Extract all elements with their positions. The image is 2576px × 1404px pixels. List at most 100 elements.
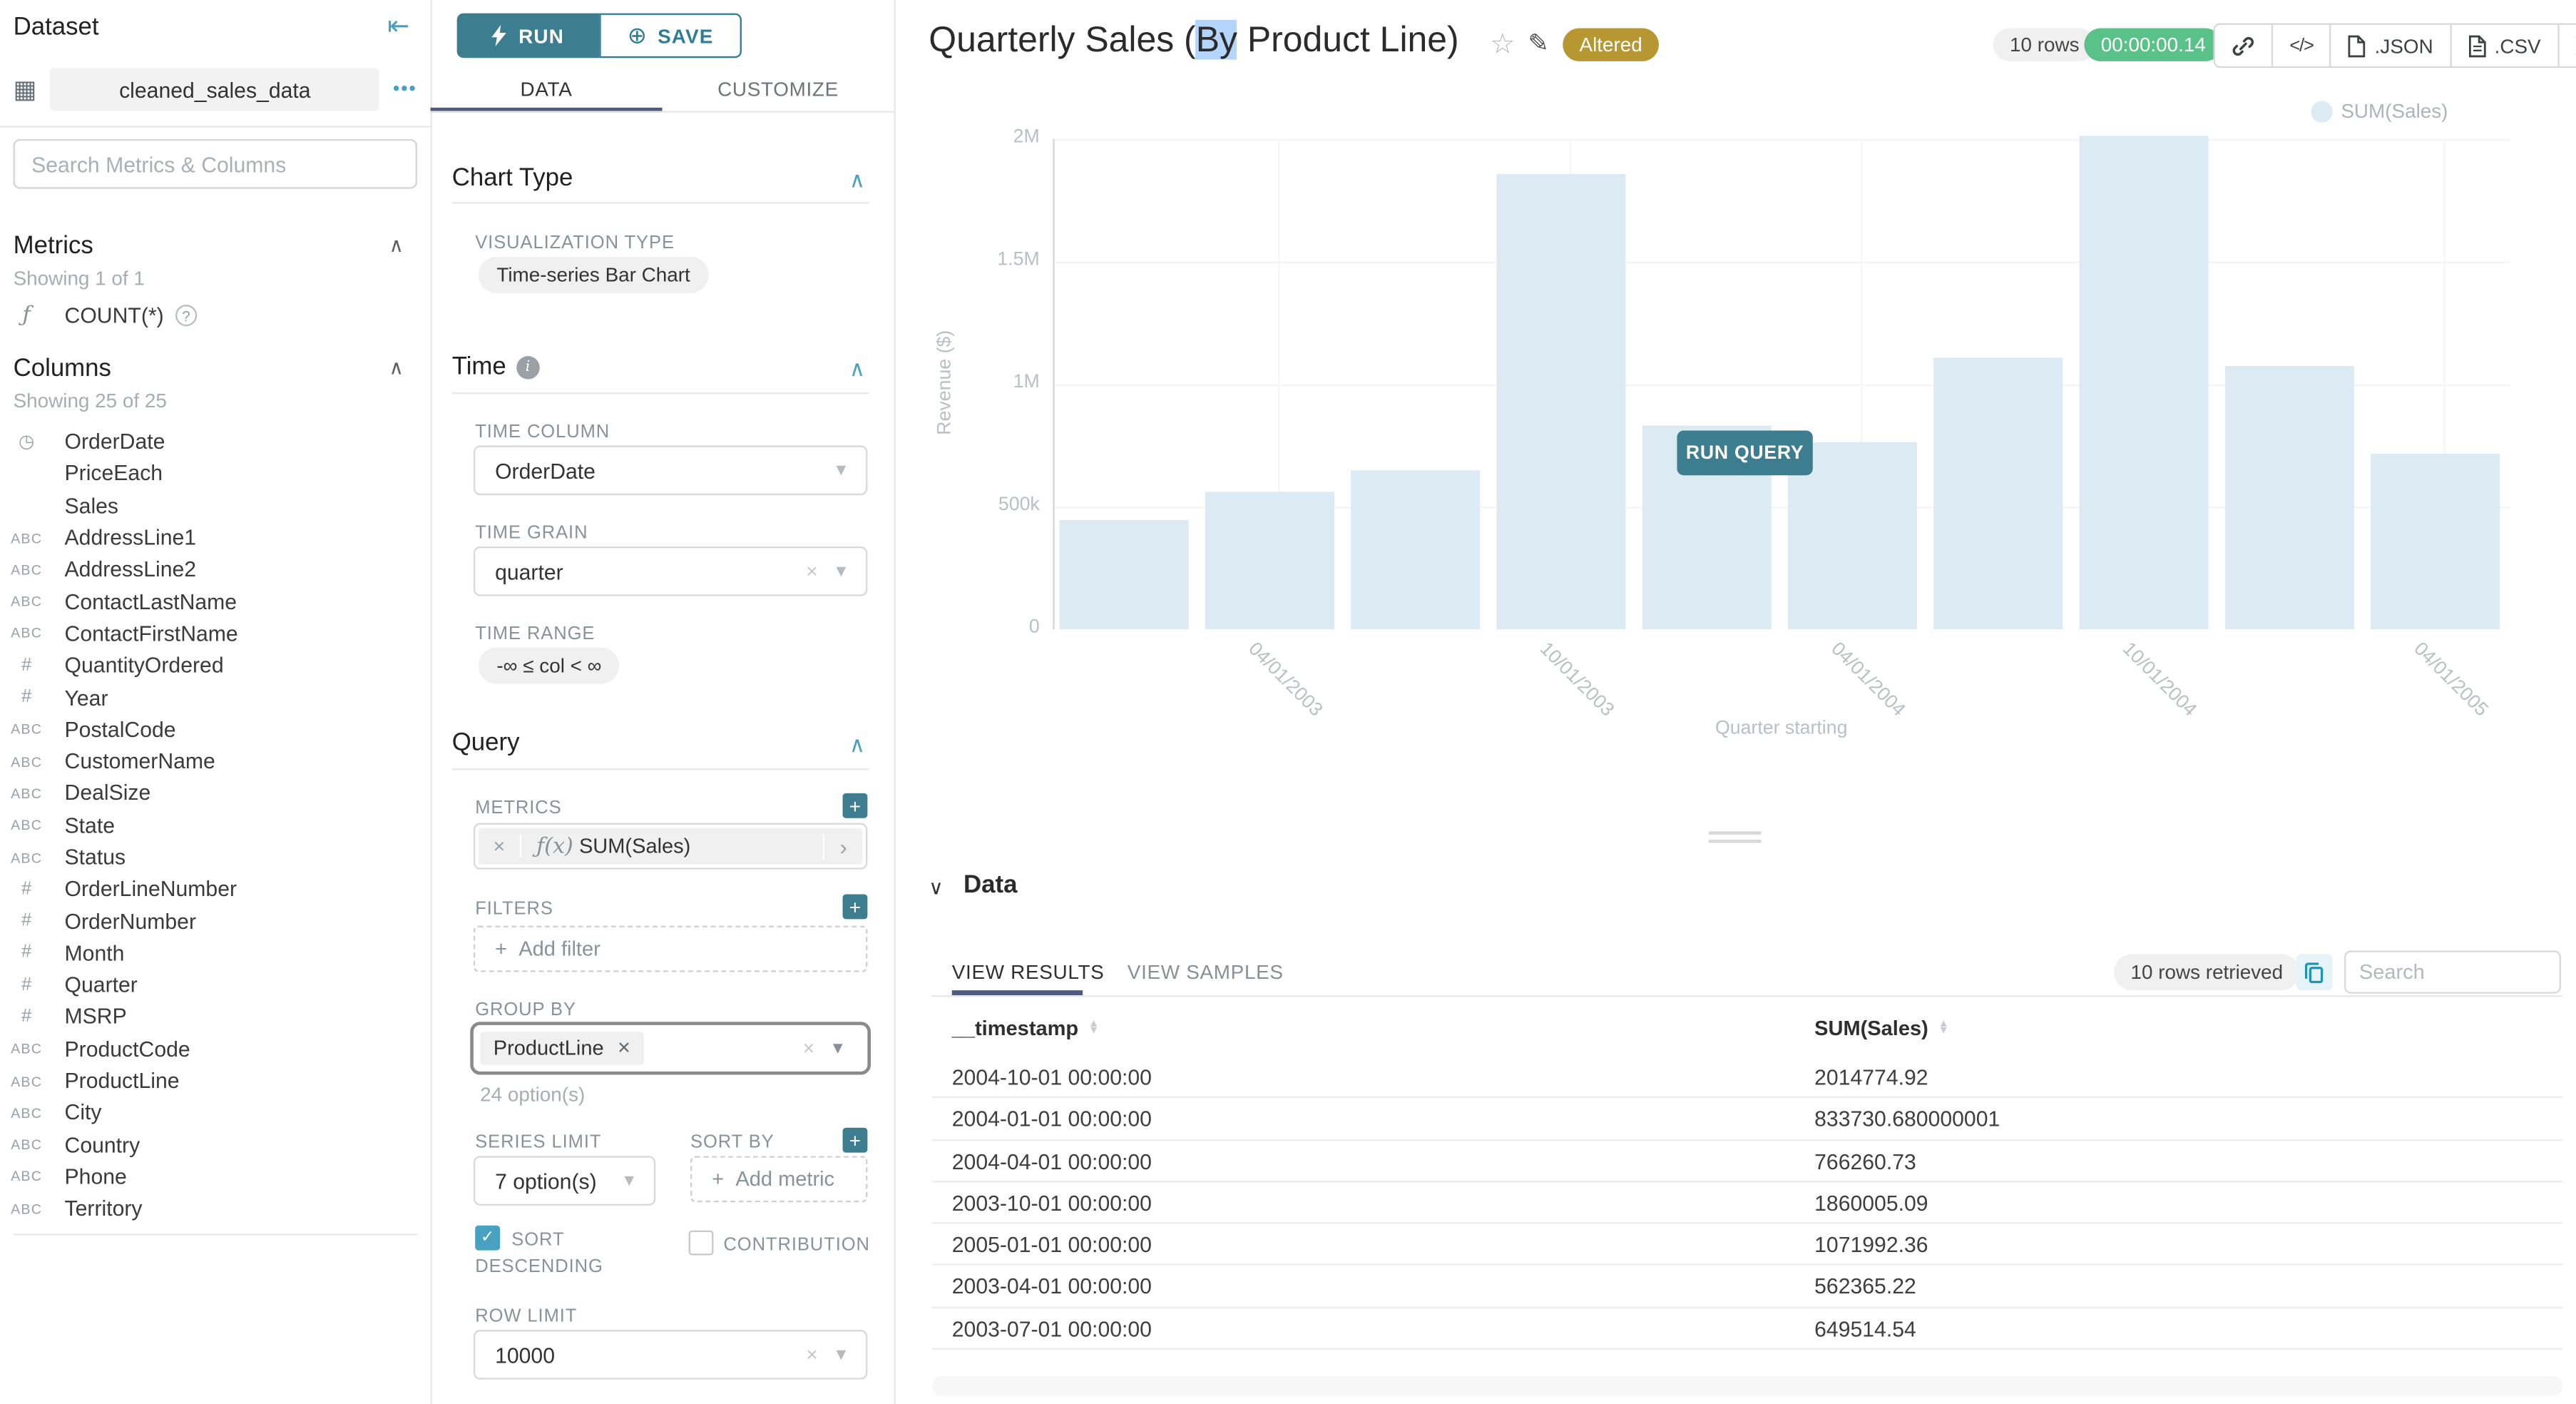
sort-icon[interactable]: ▲ ▼ <box>1938 1017 1949 1037</box>
edit-title-icon[interactable]: ✎ <box>1528 29 1549 58</box>
y-axis-tick-label: 1M <box>1013 372 1040 393</box>
remove-tag-icon[interactable]: ✕ <box>617 1039 631 1058</box>
time-grain-select[interactable]: quarter × ▼ <box>473 546 868 596</box>
column-item[interactable]: ABC State <box>0 809 431 841</box>
abc-type-icon: ABC <box>11 848 43 865</box>
column-header-sum-sales[interactable]: SUM(Sales) ▲ ▼ <box>1814 1017 1949 1040</box>
cell-sum-sales: 1071992.36 <box>1814 1232 1928 1258</box>
clear-icon[interactable]: × <box>806 559 818 584</box>
bar-chart[interactable]: SUM(Sales) Revenue ($) 0 500k 1M 1.5M 2M 04/0… <box>894 93 2576 756</box>
add-metric-button[interactable]: + <box>842 793 868 818</box>
column-item[interactable]: PriceEach <box>0 457 431 489</box>
metric-help-icon[interactable]: ? <box>175 305 198 327</box>
embed-code-button[interactable]: </> <box>2271 24 2330 66</box>
column-item[interactable]: ABC ContactFirstName <box>0 617 431 649</box>
dataset-name[interactable]: cleaned_sales_data <box>50 68 380 111</box>
export-json-button[interactable]: .JSON <box>2330 24 2450 66</box>
search-metrics-columns-input[interactable] <box>13 138 417 189</box>
cell-timestamp: 2003-10-01 00:00:00 <box>951 1190 1152 1216</box>
column-item[interactable]: ABC AddressLine1 <box>0 522 431 554</box>
column-item[interactable]: ABC AddressLine2 <box>0 554 431 586</box>
column-item[interactable]: ABC DealSize <box>0 777 431 809</box>
metric-option[interactable]: × ƒ(x) SUM(Sales) › <box>478 828 863 865</box>
series-limit-select[interactable]: 7 option(s) ▼ <box>473 1156 656 1206</box>
column-item[interactable]: ABC PostalCode <box>0 713 431 746</box>
chart-menu-button[interactable] <box>2557 24 2576 66</box>
copy-data-button[interactable] <box>2296 954 2333 991</box>
remove-metric-icon[interactable]: × <box>479 834 522 858</box>
collapse-sidebar-icon[interactable]: ⇤ <box>387 13 410 42</box>
function-icon: ƒ <box>22 302 31 328</box>
panel-resize-handle[interactable] <box>1708 831 1762 843</box>
column-item[interactable]: ABC Phone <box>0 1161 431 1193</box>
selected-text: By <box>1195 19 1237 60</box>
chevron-down-icon: ▼ <box>832 461 849 480</box>
copy-link-button[interactable] <box>2215 25 2271 66</box>
row-limit-select[interactable]: 10000 × ▼ <box>473 1330 868 1380</box>
sort-by-dropzone[interactable]: + Add metric <box>690 1156 868 1203</box>
column-item[interactable]: # OrderLineNumber <box>0 873 431 905</box>
sort-descending-checkbox[interactable]: ✓ <box>475 1225 501 1251</box>
column-item[interactable]: # MSRP <box>0 1001 431 1033</box>
abc-type-icon: ABC <box>11 1104 43 1121</box>
chart-type-collapse-icon[interactable]: ∧ <box>849 167 865 193</box>
column-item[interactable]: ABC CustomerName <box>0 746 431 778</box>
column-item[interactable]: ◷ OrderDate <box>0 426 431 458</box>
add-filter-dropzone[interactable]: + Add filter <box>473 925 868 972</box>
column-item[interactable]: ABC ProductCode <box>0 1033 431 1065</box>
data-panel-collapse-icon[interactable]: ∨ <box>929 875 944 900</box>
tab-view-samples[interactable]: VIEW SAMPLES <box>1127 960 1284 984</box>
chart-legend[interactable]: SUM(Sales) <box>2311 99 2448 123</box>
dataset-table-icon: ▦ <box>13 75 37 104</box>
column-item[interactable]: # OrderNumber <box>0 905 431 937</box>
dataset-more-icon[interactable]: ••• <box>393 79 417 100</box>
column-item[interactable]: ABC ContactLastName <box>0 586 431 618</box>
chevron-right-icon[interactable]: › <box>822 833 863 859</box>
metric-item[interactable]: ƒ COUNT(*) ? <box>0 303 431 328</box>
cell-sum-sales: 562365.22 <box>1814 1274 1916 1300</box>
export-csv-button[interactable]: .CSV <box>2449 24 2557 66</box>
tab-data[interactable]: DATA <box>520 78 573 101</box>
search-results-input[interactable] <box>2344 950 2562 994</box>
chart-title[interactable]: Quarterly Sales (By Product Line) <box>929 19 1459 60</box>
column-header-timestamp[interactable]: __timestamp ▲ ▼ <box>951 1017 1100 1040</box>
sort-icon[interactable]: ▲ ▼ <box>1088 1017 1100 1037</box>
column-item[interactable]: ABC Status <box>0 841 431 873</box>
horizontal-scrollbar[interactable] <box>931 1376 2563 1396</box>
column-item[interactable]: # Year <box>0 681 431 713</box>
group-by-select[interactable]: ProductLine ✕ × ▼ <box>470 1022 872 1075</box>
column-item[interactable]: ABC ProductLine <box>0 1064 431 1097</box>
add-filter-button[interactable]: + <box>842 894 868 920</box>
column-item[interactable]: ABC Territory <box>0 1193 431 1225</box>
run-button[interactable]: RUN <box>456 13 600 58</box>
run-query-overlay-button[interactable]: RUN QUERY <box>1677 430 1813 476</box>
time-column-select[interactable]: OrderDate ▼ <box>473 445 868 496</box>
time-range-value[interactable]: -∞ ≤ col < ∞ <box>478 647 620 684</box>
query-collapse-icon[interactable]: ∧ <box>849 732 865 757</box>
column-item[interactable]: ABC City <box>0 1097 431 1129</box>
favorite-star-icon[interactable]: ☆ <box>1490 28 1516 60</box>
column-item[interactable]: Sales <box>0 489 431 522</box>
columns-collapse-icon[interactable]: ∧ <box>389 356 404 380</box>
save-button[interactable]: ⊕ SAVE <box>599 13 742 58</box>
altered-badge[interactable]: Altered <box>1563 28 1660 61</box>
clear-icon[interactable]: × <box>806 1343 818 1367</box>
tab-view-results[interactable]: VIEW RESULTS <box>951 960 1105 984</box>
visualization-type-label: VISUALIZATION TYPE <box>475 233 675 254</box>
column-item[interactable]: # Quarter <box>0 969 431 1001</box>
time-collapse-icon[interactable]: ∧ <box>849 356 865 381</box>
contribution-checkbox[interactable] <box>688 1230 714 1256</box>
visualization-type-value[interactable]: Time-series Bar Chart <box>478 256 709 293</box>
time-range-label: TIME RANGE <box>475 624 596 644</box>
clear-icon[interactable]: × <box>802 1037 815 1060</box>
file-icon <box>2468 34 2486 57</box>
y-axis-tick-label: 1.5M <box>997 250 1040 270</box>
x-axis-tick-label: 04/01/2004 <box>1826 639 1908 721</box>
bar-2004-10-01 <box>2079 135 2209 630</box>
tab-customize[interactable]: CUSTOMIZE <box>717 78 839 101</box>
column-item[interactable]: # QuantityOrdered <box>0 649 431 681</box>
add-sort-metric-button[interactable]: + <box>842 1127 868 1153</box>
metrics-collapse-icon[interactable]: ∧ <box>389 233 404 257</box>
column-item[interactable]: # Month <box>0 937 431 969</box>
column-item[interactable]: ABC Country <box>0 1129 431 1161</box>
